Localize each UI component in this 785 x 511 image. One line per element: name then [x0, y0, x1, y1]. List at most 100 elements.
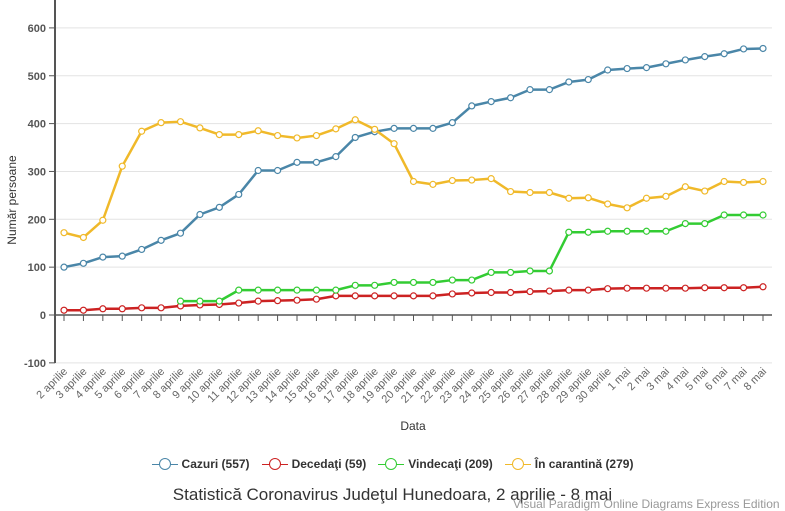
- data-point[interactable]: [662, 192, 670, 200]
- data-point[interactable]: [293, 158, 301, 166]
- data-point[interactable]: [720, 177, 728, 186]
- data-point[interactable]: [681, 284, 689, 292]
- data-point[interactable]: [390, 140, 398, 148]
- data-point[interactable]: [701, 284, 709, 292]
- data-point[interactable]: [759, 177, 767, 186]
- data-point[interactable]: [371, 292, 379, 300]
- data-point[interactable]: [99, 253, 107, 261]
- data-point[interactable]: [545, 188, 554, 197]
- data-point[interactable]: [79, 259, 88, 267]
- data-point[interactable]: [506, 94, 515, 102]
- data-point[interactable]: [623, 284, 631, 292]
- data-point[interactable]: [642, 194, 651, 202]
- data-point[interactable]: [60, 229, 68, 237]
- data-point[interactable]: [642, 284, 651, 292]
- data-point[interactable]: [545, 287, 554, 295]
- data-point[interactable]: [759, 44, 767, 53]
- data-point[interactable]: [623, 227, 631, 235]
- data-point[interactable]: [235, 131, 243, 139]
- data-point[interactable]: [604, 200, 612, 208]
- data-point[interactable]: [312, 131, 321, 140]
- data-point[interactable]: [506, 288, 515, 297]
- data-point[interactable]: [79, 306, 88, 314]
- data-point[interactable]: [506, 268, 515, 277]
- data-point[interactable]: [215, 297, 223, 305]
- data-point[interactable]: [254, 166, 262, 175]
- data-point[interactable]: [390, 124, 398, 132]
- data-point[interactable]: [138, 127, 146, 135]
- data-point[interactable]: [468, 276, 476, 284]
- data-point[interactable]: [487, 288, 495, 297]
- data-point[interactable]: [623, 204, 631, 212]
- legend-item-cazuri[interactable]: Cazuri (557): [151, 457, 250, 471]
- data-point[interactable]: [565, 78, 573, 86]
- data-point[interactable]: [759, 211, 767, 219]
- data-point[interactable]: [545, 86, 554, 94]
- data-point[interactable]: [487, 97, 495, 106]
- data-point[interactable]: [701, 220, 709, 228]
- data-point[interactable]: [468, 102, 476, 110]
- data-point[interactable]: [332, 153, 340, 161]
- data-point[interactable]: [293, 134, 301, 142]
- data-point[interactable]: [565, 194, 573, 202]
- data-point[interactable]: [604, 227, 612, 235]
- data-point[interactable]: [196, 124, 204, 132]
- data-point[interactable]: [312, 158, 321, 166]
- data-point[interactable]: [409, 292, 418, 300]
- data-point[interactable]: [506, 187, 515, 196]
- data-point[interactable]: [584, 194, 592, 202]
- data-point[interactable]: [739, 45, 748, 53]
- data-point[interactable]: [468, 176, 476, 184]
- data-point[interactable]: [409, 177, 418, 186]
- data-point[interactable]: [157, 119, 165, 127]
- data-point[interactable]: [118, 305, 126, 313]
- data-point[interactable]: [60, 306, 68, 314]
- data-point[interactable]: [235, 286, 243, 294]
- data-point[interactable]: [273, 166, 282, 175]
- data-point[interactable]: [604, 285, 612, 293]
- data-point[interactable]: [351, 133, 359, 142]
- data-point[interactable]: [351, 292, 359, 300]
- data-point[interactable]: [99, 216, 107, 224]
- data-point[interactable]: [332, 286, 340, 294]
- data-point[interactable]: [429, 292, 437, 300]
- data-point[interactable]: [118, 162, 126, 170]
- data-point[interactable]: [371, 281, 379, 289]
- data-point[interactable]: [662, 60, 670, 68]
- data-point[interactable]: [759, 283, 767, 291]
- data-point[interactable]: [157, 236, 165, 244]
- data-point[interactable]: [720, 50, 728, 58]
- data-point[interactable]: [99, 305, 107, 313]
- data-point[interactable]: [584, 228, 592, 236]
- data-point[interactable]: [739, 284, 748, 292]
- data-point[interactable]: [138, 304, 146, 312]
- data-point[interactable]: [215, 131, 223, 139]
- data-point[interactable]: [312, 295, 321, 303]
- data-point[interactable]: [138, 245, 146, 254]
- legend-item-carantina[interactable]: În carantină (279): [504, 457, 633, 471]
- data-point[interactable]: [118, 252, 126, 260]
- data-point[interactable]: [448, 290, 456, 298]
- data-point[interactable]: [235, 299, 243, 307]
- data-point[interactable]: [390, 292, 398, 300]
- data-point[interactable]: [429, 124, 437, 132]
- data-point[interactable]: [526, 86, 534, 94]
- data-point[interactable]: [273, 286, 282, 294]
- data-point[interactable]: [565, 228, 573, 236]
- data-point[interactable]: [642, 227, 651, 235]
- data-point[interactable]: [642, 64, 651, 72]
- legend-item-vindecati[interactable]: Vindecaţi (209): [378, 457, 493, 471]
- data-point[interactable]: [390, 278, 398, 287]
- data-point[interactable]: [448, 176, 456, 185]
- data-point[interactable]: [409, 278, 418, 287]
- data-point[interactable]: [371, 125, 379, 133]
- data-point[interactable]: [273, 297, 282, 305]
- data-point[interactable]: [196, 297, 204, 305]
- data-point[interactable]: [526, 267, 534, 275]
- data-point[interactable]: [176, 297, 185, 305]
- data-point[interactable]: [701, 53, 709, 61]
- data-point[interactable]: [623, 64, 631, 73]
- data-point[interactable]: [468, 289, 476, 297]
- data-point[interactable]: [273, 131, 282, 140]
- data-point[interactable]: [196, 210, 204, 219]
